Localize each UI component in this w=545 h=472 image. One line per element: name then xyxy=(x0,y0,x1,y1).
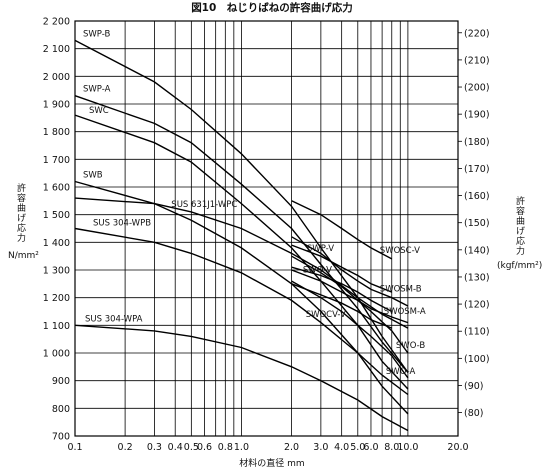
series-curves xyxy=(74,39,409,432)
y-tick-label-left: 700 xyxy=(52,432,70,443)
x-tick-label: 0.2 xyxy=(118,442,133,453)
series-label: SUS 304-WPB xyxy=(93,219,151,229)
y-tick-label-right: (160) xyxy=(464,191,490,202)
y-tick-label-left: 1 500 xyxy=(43,210,70,221)
series-line xyxy=(74,227,409,396)
series-labels: SWP-B SWP-A SWC SWB SUS 631J1-WPC SUS 304-WPB… xyxy=(83,29,426,377)
y-tick-label-left: 800 xyxy=(52,404,70,415)
y-tick-label-right: (200) xyxy=(464,83,490,94)
y-axis-right-unit: (kgf/mm²) xyxy=(497,261,542,271)
series-line xyxy=(291,255,409,354)
series-label: SWC xyxy=(89,106,109,116)
series-line xyxy=(74,114,409,390)
series-label: SWO-V xyxy=(303,266,332,276)
x-tick-label: 0.3 xyxy=(147,442,162,453)
y-tick-label-right: (110) xyxy=(464,327,490,338)
series-label: SWP-V xyxy=(307,244,334,254)
series-line xyxy=(74,324,409,432)
y-tick-label-left: 1 900 xyxy=(43,100,70,111)
y-tick-label-left: 1 800 xyxy=(43,127,70,138)
x-tick-label: 0.1 xyxy=(67,442,82,453)
y-tick-label-right: (140) xyxy=(464,245,490,256)
series-label: SWB xyxy=(83,171,103,181)
x-axis-title: 材料の直径 mm xyxy=(239,457,304,469)
x-tick-label: 0.4 xyxy=(168,442,183,453)
y-tick-label-left: 1 700 xyxy=(43,155,70,166)
series-line xyxy=(291,244,393,293)
y-tick-label-left: 2 000 xyxy=(43,72,70,83)
grid xyxy=(74,20,462,437)
x-tick-label: 10.0 xyxy=(397,442,418,453)
x-tick-label: 8.0 xyxy=(384,442,399,453)
series-line xyxy=(291,236,409,307)
series-label: SUS 304-WPA xyxy=(85,314,143,324)
y-axis-left-title: 許容曲げ応力 xyxy=(15,182,26,243)
x-tick-label: 6.0 xyxy=(363,442,378,453)
x-tick-label: 0.8 xyxy=(218,442,233,453)
series-label: SWO-B xyxy=(396,341,425,351)
y-tick-label-left: 1 400 xyxy=(43,238,70,249)
y-tick-label-right: (170) xyxy=(464,164,490,175)
y-tick-label-left: 1 600 xyxy=(43,183,70,194)
y-tick-label-right: (190) xyxy=(464,110,490,121)
x-tick-label: 1.0 xyxy=(234,442,249,453)
y-tick-label-left: 2 100 xyxy=(43,44,70,55)
series-label: SWOSM-A xyxy=(384,307,426,317)
y-axis-left-unit: N/mm² xyxy=(8,251,39,261)
series-line xyxy=(74,95,409,373)
x-tick-label: 20.0 xyxy=(447,442,468,453)
x-axis-ticks: 0.1 0.2 0.3 0.4 0.50.6 0.8 1.0 2.0 3.0 4.0 5.06.0 8… xyxy=(67,442,468,453)
series-line xyxy=(74,39,409,373)
x-tick-label: 0.6 xyxy=(197,442,212,453)
x-tick-label: 5.0 xyxy=(350,442,365,453)
x-tick-label: 3.0 xyxy=(313,442,328,453)
y-axis-right-title: 許容曲げ応力 xyxy=(514,195,525,256)
series-line xyxy=(291,283,393,329)
y-tick-label-right: (90) xyxy=(464,381,484,392)
x-tick-label: 0.5 xyxy=(184,442,199,453)
series-label: SWP-B xyxy=(83,29,111,39)
y-tick-label-left: 1 000 xyxy=(43,349,70,360)
x-tick-label: 2.0 xyxy=(284,442,299,453)
series-label: SWOSM-B xyxy=(380,285,422,295)
y-axis-right-ticks: (220) (210) (200) (190) (180) (170) (160) (150)… xyxy=(464,28,490,419)
series-label: SWP-A xyxy=(83,85,111,95)
y-tick-label-right: (100) xyxy=(464,354,490,365)
y-tick-label-right: (220) xyxy=(464,28,490,39)
series-label: SWO-A xyxy=(386,367,416,377)
y-tick-label-right: (80) xyxy=(464,408,484,419)
series-line xyxy=(291,266,393,313)
y-tick-label-right: (130) xyxy=(464,272,490,283)
y-tick-label-right: (120) xyxy=(464,300,490,311)
y-tick-label-right: (150) xyxy=(464,218,490,229)
x-tick-label: 4.0 xyxy=(334,442,349,453)
y-axis-left-ticks: 2 200 2 100 2 000 1 900 1 800 1 700 1 600 1 500… xyxy=(43,17,70,443)
y-tick-label-left: 1 100 xyxy=(43,321,70,332)
series-line xyxy=(74,197,409,329)
chart-title: 図10 ねじりばねの許容曲げ応力 xyxy=(191,1,353,14)
y-tick-label-left: 1 300 xyxy=(43,266,70,277)
series-line xyxy=(291,280,409,379)
y-tick-label-left: 900 xyxy=(52,376,70,387)
series-label: SWOCV-V xyxy=(306,310,346,320)
y-tick-label-left: 1 200 xyxy=(43,293,70,304)
series-label: SWOSC-V xyxy=(380,246,420,256)
y-tick-label-left: 2 200 xyxy=(43,17,70,28)
y-tick-label-right: (180) xyxy=(464,137,490,148)
y-tick-label-right: (210) xyxy=(464,55,490,66)
series-label: SUS 631J1-WPC xyxy=(171,200,237,210)
series-line xyxy=(291,200,393,260)
